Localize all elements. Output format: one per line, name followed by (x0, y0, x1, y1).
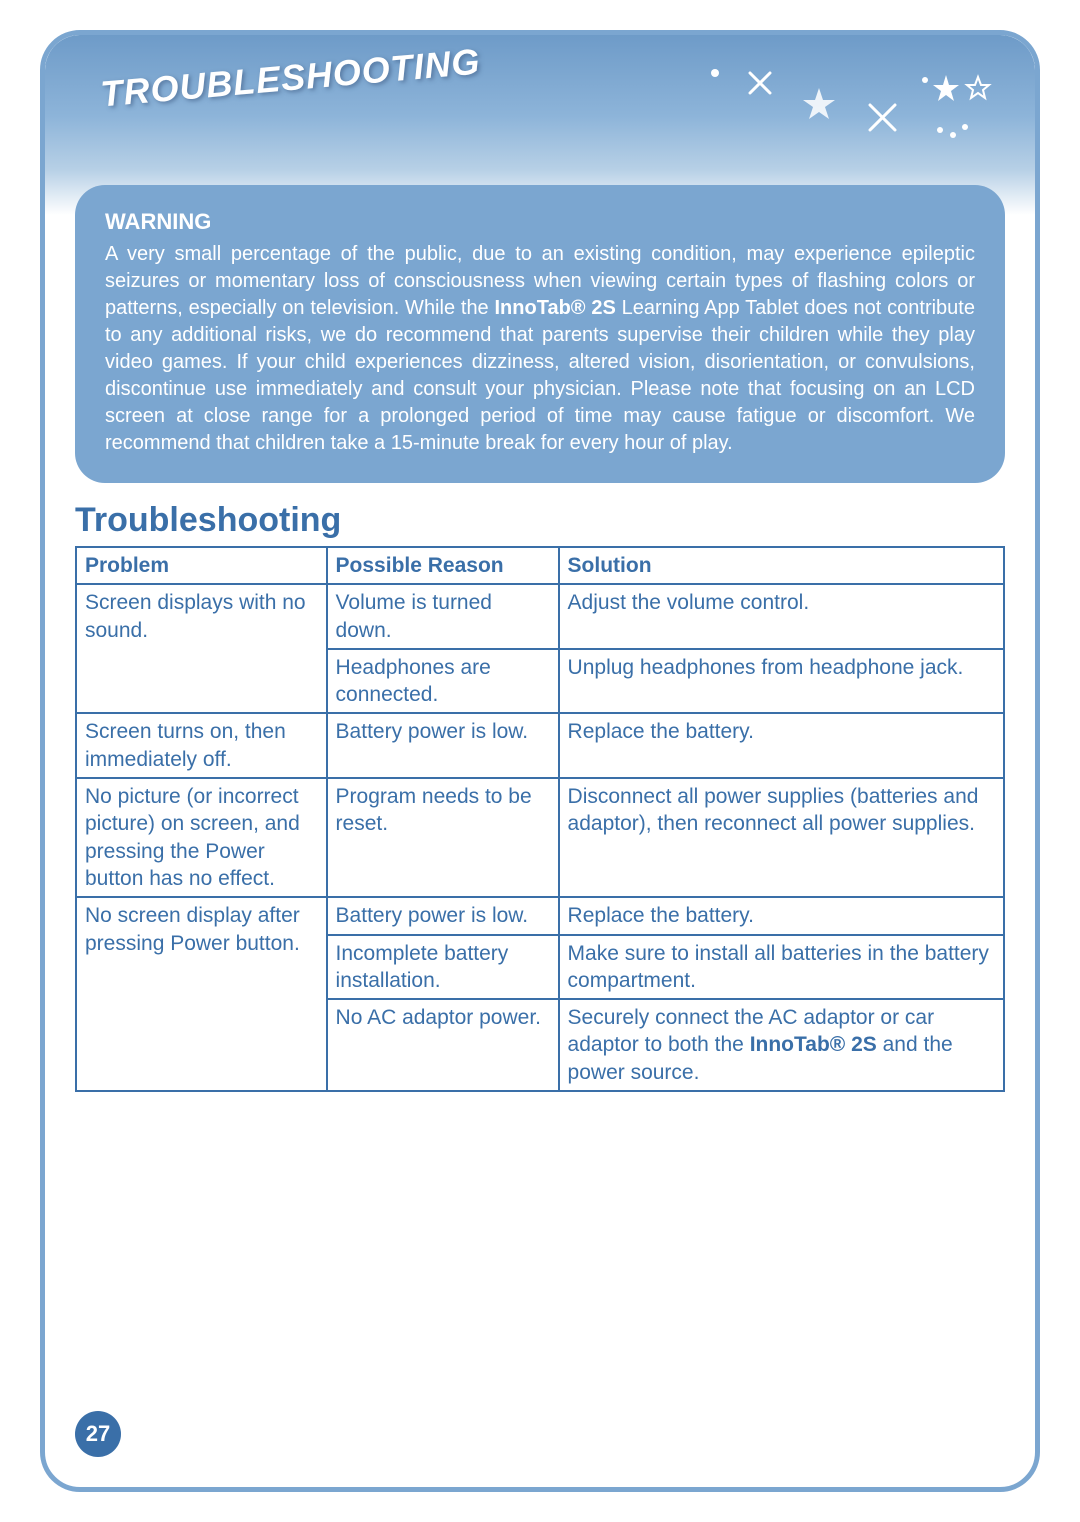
table-row: Screen displays with no sound. Volume is… (76, 584, 1004, 649)
warning-product-name: InnoTab® 2S (495, 297, 616, 319)
th-problem: Problem (76, 547, 327, 584)
cell-solution: Replace the battery. (559, 897, 1004, 934)
warning-body: A very small percentage of the public, d… (105, 241, 975, 457)
th-reason: Possible Reason (327, 547, 559, 584)
cell-problem: No picture (or incorrect picture) on scr… (76, 778, 327, 897)
star-decoration-icon (695, 55, 995, 175)
warning-heading: WARNING (105, 209, 975, 235)
cell-solution: Unplug headphones from headphone jack. (559, 649, 1004, 714)
cell-problem: Screen displays with no sound. (76, 584, 327, 713)
table-row: No picture (or incorrect picture) on scr… (76, 778, 1004, 897)
cell-solution: Disconnect all power supplies (batteries… (559, 778, 1004, 897)
cell-reason: Incomplete battery installation. (327, 935, 559, 1000)
cell-reason: Battery power is low. (327, 897, 559, 934)
cell-solution: Adjust the volume control. (559, 584, 1004, 649)
cell-solution: Securely connect the AC adaptor or car a… (559, 999, 1004, 1091)
cell-problem: Screen turns on, then immediately off. (76, 713, 327, 778)
cell-reason: Program needs to be reset. (327, 778, 559, 897)
cell-reason: Battery power is low. (327, 713, 559, 778)
table-row: Screen turns on, then immediately off. B… (76, 713, 1004, 778)
troubleshooting-table: Problem Possible Reason Solution Screen … (75, 546, 1005, 1092)
table-header-row: Problem Possible Reason Solution (76, 547, 1004, 584)
cell-reason: Volume is turned down. (327, 584, 559, 649)
content-area: Troubleshooting Problem Possible Reason … (45, 483, 1035, 1092)
page-frame: TROUBLESHOOTING WARNING A (40, 30, 1040, 1492)
cell-problem: No screen display after pressing Power b… (76, 897, 327, 1091)
cell-solution: Replace the battery. (559, 713, 1004, 778)
warning-panel: WARNING A very small percentage of the p… (75, 185, 1005, 483)
cell-reason: No AC adaptor power. (327, 999, 559, 1091)
solution-bold: InnoTab® 2S (750, 1033, 877, 1056)
table-row: No screen display after pressing Power b… (76, 897, 1004, 934)
section-heading: Troubleshooting (75, 501, 1005, 540)
page-number-badge: 27 (75, 1411, 121, 1457)
warning-body-post: Learning App Tablet does not contribute … (105, 297, 975, 454)
cell-solution: Make sure to install all batteries in th… (559, 935, 1004, 1000)
cell-reason: Headphones are connected. (327, 649, 559, 714)
header-tab-title: TROUBLESHOOTING (99, 40, 482, 115)
th-solution: Solution (559, 547, 1004, 584)
